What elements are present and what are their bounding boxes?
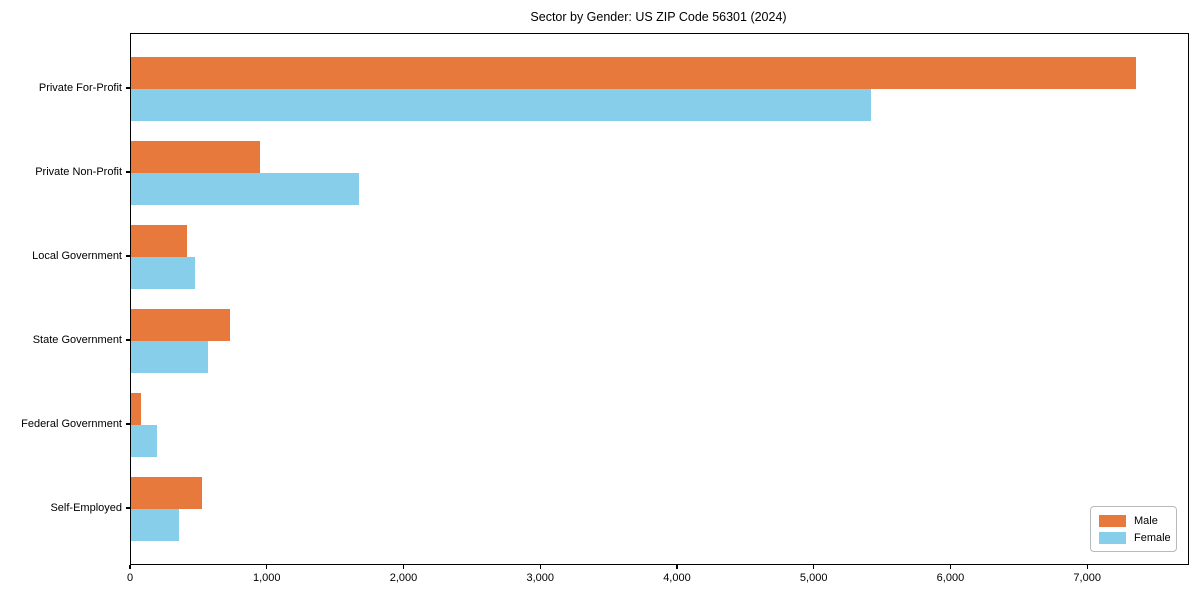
- y-tick-mark: [126, 87, 130, 89]
- y-tick-mark: [126, 423, 130, 425]
- plot-area: [130, 33, 1189, 565]
- bar-male-5: [131, 393, 142, 425]
- chart-title: Sector by Gender: US ZIP Code 56301 (202…: [530, 10, 787, 24]
- bar-male-1: [131, 57, 1137, 89]
- legend-swatch-female: [1099, 531, 1126, 544]
- bar-female-4: [131, 341, 208, 373]
- y-tick-label: Self-Employed: [50, 502, 122, 514]
- bar-female-2: [131, 173, 360, 205]
- bar-male-2: [131, 141, 260, 173]
- legend-label-female: Female: [1134, 531, 1171, 544]
- bar-female-3: [131, 257, 195, 289]
- x-tick-label: 0: [126, 572, 134, 584]
- x-tick-mark: [1086, 564, 1088, 569]
- x-tick-label: 3,000: [526, 572, 554, 584]
- x-tick-mark: [266, 564, 268, 569]
- x-tick-mark: [402, 564, 405, 569]
- x-tick-mark: [129, 564, 131, 569]
- bar-male-6: [131, 477, 203, 509]
- y-tick-label: Private For-Profit: [38, 82, 122, 94]
- x-tick-label: 5,000: [799, 572, 828, 584]
- x-tick-label: 6,000: [936, 572, 965, 584]
- x-tick-label: 1,000: [252, 572, 281, 584]
- x-tick-mark: [813, 564, 815, 569]
- bar-male-3: [131, 225, 188, 257]
- y-tick-mark: [126, 255, 130, 257]
- bar-female-1: [131, 89, 871, 121]
- legend: Male Female: [1090, 506, 1177, 552]
- legend-entry-male: Male: [1091, 514, 1176, 527]
- x-tick-label: 4,000: [663, 572, 691, 584]
- legend-label-male: Male: [1134, 514, 1158, 527]
- y-tick-mark: [126, 339, 130, 341]
- bar-female-6: [131, 509, 179, 541]
- y-tick-label: State Government: [32, 334, 122, 346]
- bar-male-4: [131, 309, 231, 341]
- legend-swatch-male: [1099, 514, 1126, 527]
- x-tick-label: 2,000: [389, 572, 418, 584]
- y-tick-label: Local Government: [32, 250, 122, 262]
- y-tick-mark: [126, 507, 130, 509]
- x-tick-mark: [539, 564, 541, 569]
- y-tick-label: Federal Government: [21, 418, 122, 430]
- legend-entry-female: Female: [1091, 531, 1176, 544]
- y-tick-label: Private Non-Profit: [35, 166, 122, 178]
- bar-female-5: [131, 425, 157, 457]
- x-tick-label: 7,000: [1073, 572, 1101, 584]
- y-tick-mark: [126, 171, 130, 173]
- x-tick-mark: [949, 564, 952, 569]
- x-tick-mark: [676, 564, 678, 569]
